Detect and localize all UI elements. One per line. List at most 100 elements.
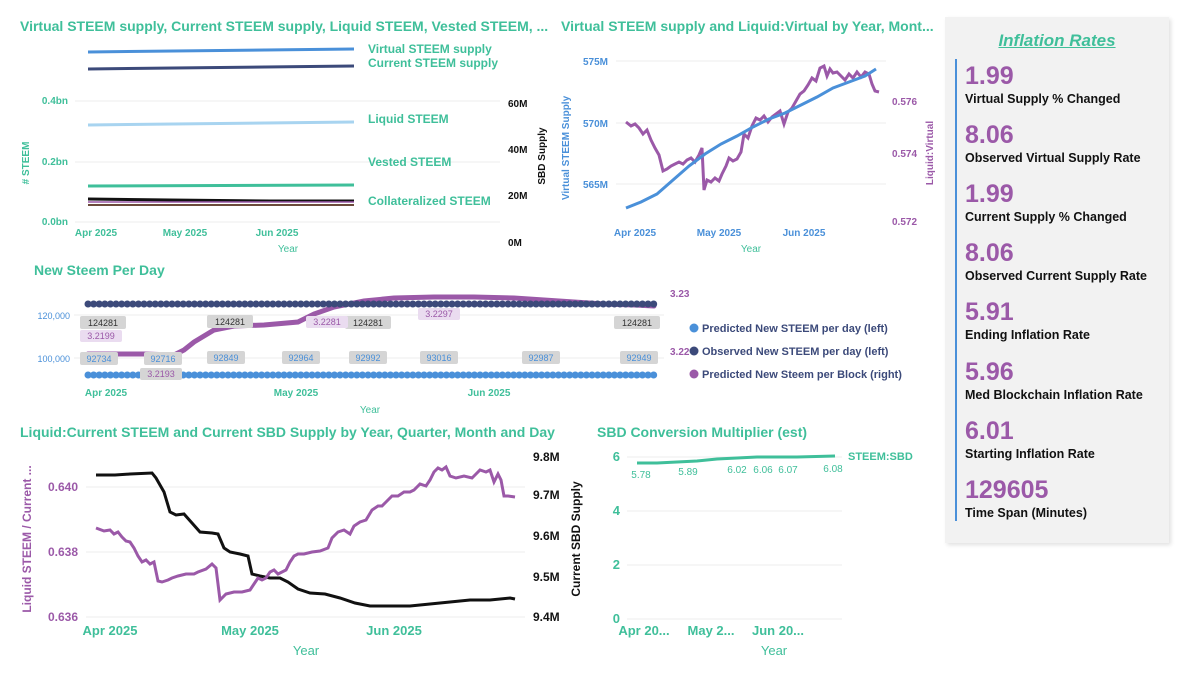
- x-tick: Jun 2025: [256, 228, 299, 239]
- kpi-label: Virtual Supply % Changed: [965, 92, 1121, 106]
- kpi-card: 8.06 Observed Virtual Supply Rate: [965, 120, 1141, 166]
- legend-label: Liquid STEEM: [368, 112, 449, 126]
- x-tick: May 2...: [688, 623, 735, 638]
- y2-tick: 9.8M: [533, 450, 560, 464]
- series-virtual-supply: [625, 67, 877, 210]
- y-tick: 0.0bn: [42, 217, 68, 228]
- y-tick: 0.638: [48, 545, 78, 559]
- y2-tick: 0.576: [892, 97, 917, 108]
- data-label: 92716: [150, 354, 175, 364]
- kpi-card: 5.91 Ending Inflation Rate: [965, 297, 1090, 343]
- data-label: 5.78: [631, 470, 651, 481]
- y-tick: 6: [613, 449, 620, 464]
- inflation-rates-panel: Inflation Rates 1.99 Virtual Supply % Ch…: [945, 17, 1169, 543]
- series-sbd-supply: [96, 471, 516, 608]
- x-axis-label: Year: [293, 643, 320, 658]
- legend-label: Predicted New Steem per Block (right): [702, 369, 902, 381]
- chart-title: New Steem Per Day: [34, 262, 165, 278]
- data-label: 6.02: [727, 465, 747, 476]
- chart-plot: 6 4 2 0 5.78 5.89 6.02 6.06 6.07 6.08 ST…: [613, 449, 913, 658]
- legend-label: Observed New STEEM per day (left): [702, 346, 889, 358]
- series-virtual-supply: [87, 47, 355, 54]
- y2-tick: 20M: [508, 191, 527, 202]
- legend-label: STEEM:SBD: [848, 451, 913, 463]
- data-label: 92849: [213, 353, 238, 363]
- chart-plot: Liquid STEEM / Current ... 0.640 0.638 0…: [20, 450, 583, 658]
- kpi-label: Observed Current Supply Rate: [965, 269, 1147, 283]
- x-tick: Jun 20...: [752, 623, 804, 638]
- kpi-label: Time Span (Minutes): [965, 506, 1088, 520]
- series-collateralized-steem: [87, 197, 354, 203]
- y-tick: 575M: [583, 57, 608, 68]
- legend-label: Vested STEEM: [368, 155, 451, 169]
- chart-title: SBD Conversion Multiplier (est): [597, 424, 808, 440]
- data-label-bg: [282, 351, 320, 364]
- y2-axis-label: SBD Supply: [537, 127, 548, 185]
- data-label-bg: [306, 316, 348, 328]
- kpi-card: 129605 Time Span (Minutes): [965, 475, 1087, 521]
- y2-tick: 60M: [508, 99, 527, 110]
- y2-tick: 9.4M: [533, 610, 560, 624]
- x-tick: Jun 2025: [468, 388, 511, 399]
- x-tick: May 2025: [274, 388, 319, 399]
- kpi-card: 1.99 Virtual Supply % Changed: [965, 61, 1120, 107]
- legend-label: Virtual STEEM supply: [368, 42, 492, 56]
- x-tick: May 2025: [163, 228, 208, 239]
- legend: Predicted New STEEM per day (left) Obser…: [689, 323, 902, 381]
- series-liquid-steem: [87, 120, 355, 127]
- x-tick: Apr 2025: [83, 623, 138, 638]
- data-label: 3.2297: [425, 309, 453, 319]
- data-label: 6.07: [778, 465, 798, 476]
- y-tick: 570M: [583, 119, 608, 130]
- x-tick: Apr 20...: [618, 623, 669, 638]
- chart-plot: Virtual STEEM Supply 575M 570M 565M 0.57…: [561, 57, 936, 255]
- y2-tick: 0.574: [892, 149, 917, 160]
- data-label-bg: [620, 351, 658, 364]
- data-label-bg: [418, 308, 460, 320]
- data-label: 124281: [622, 318, 652, 328]
- data-label-bg: [522, 351, 560, 364]
- legend-marker: [689, 346, 699, 356]
- y2-tick: 40M: [508, 145, 527, 156]
- y2-tick: 9.5M: [533, 570, 560, 584]
- panel-accent-bar: [955, 59, 957, 521]
- chart-title: Virtual STEEM supply, Current STEEM supp…: [20, 18, 549, 34]
- chart-plot: # STEEM 0.4bn 0.2bn 0.0bn 60M 40M 20M 0M…: [21, 42, 548, 255]
- chart-new-steem-per-day: New Steem Per Day 120,000 100,000 3.23 3…: [34, 262, 934, 422]
- data-label-bg: [349, 351, 387, 364]
- kpi-card: 1.99 Current Supply % Changed: [965, 179, 1127, 225]
- data-label-bg: [207, 315, 253, 328]
- x-tick: May 2025: [221, 623, 279, 638]
- kpi-label: Ending Inflation Rate: [965, 328, 1090, 342]
- x-tick: Apr 2025: [614, 228, 657, 239]
- y-tick: 565M: [583, 180, 608, 191]
- data-label-bg: [420, 351, 458, 364]
- y-axis-label: # STEEM: [21, 142, 32, 185]
- x-axis-label: Year: [761, 643, 788, 658]
- data-label: 92964: [288, 353, 313, 363]
- x-tick: Apr 2025: [75, 228, 118, 239]
- series-steem-sbd: [637, 454, 836, 465]
- y2-tick: 9.7M: [533, 488, 560, 502]
- series-liquid-current: [95, 464, 516, 604]
- data-label-bg: [80, 330, 122, 342]
- kpi-value: 1.99: [965, 62, 1014, 90]
- y-tick: 100,000: [37, 354, 70, 364]
- data-label-bg: [144, 352, 182, 365]
- y-tick: 0.2bn: [42, 157, 68, 168]
- data-label: 3.2193: [147, 369, 175, 379]
- chart-plot: 120,000 100,000 3.23 3.22 124281 124281 …: [37, 289, 902, 416]
- kpi-value: 5.96: [965, 358, 1014, 386]
- y-tick: 0.4bn: [42, 96, 68, 107]
- chart-virtual-supply-liquid-ratio: Virtual STEEM supply and Liquid:Virtual …: [561, 18, 941, 260]
- chart-liquid-current-sbd: Liquid:Current STEEM and Current SBD Sup…: [20, 424, 595, 660]
- y2-axis-label: Current SBD Supply: [569, 481, 583, 597]
- kpi-value: 129605: [965, 476, 1049, 504]
- data-label: 92987: [528, 353, 553, 363]
- y2-tick: 0M: [508, 238, 522, 249]
- right-tick: 3.23: [670, 289, 690, 300]
- data-label-bg: [614, 316, 660, 329]
- right-tick: 3.22: [670, 347, 690, 358]
- panel-title: Inflation Rates: [998, 31, 1116, 50]
- series-vested-steem: [87, 183, 355, 188]
